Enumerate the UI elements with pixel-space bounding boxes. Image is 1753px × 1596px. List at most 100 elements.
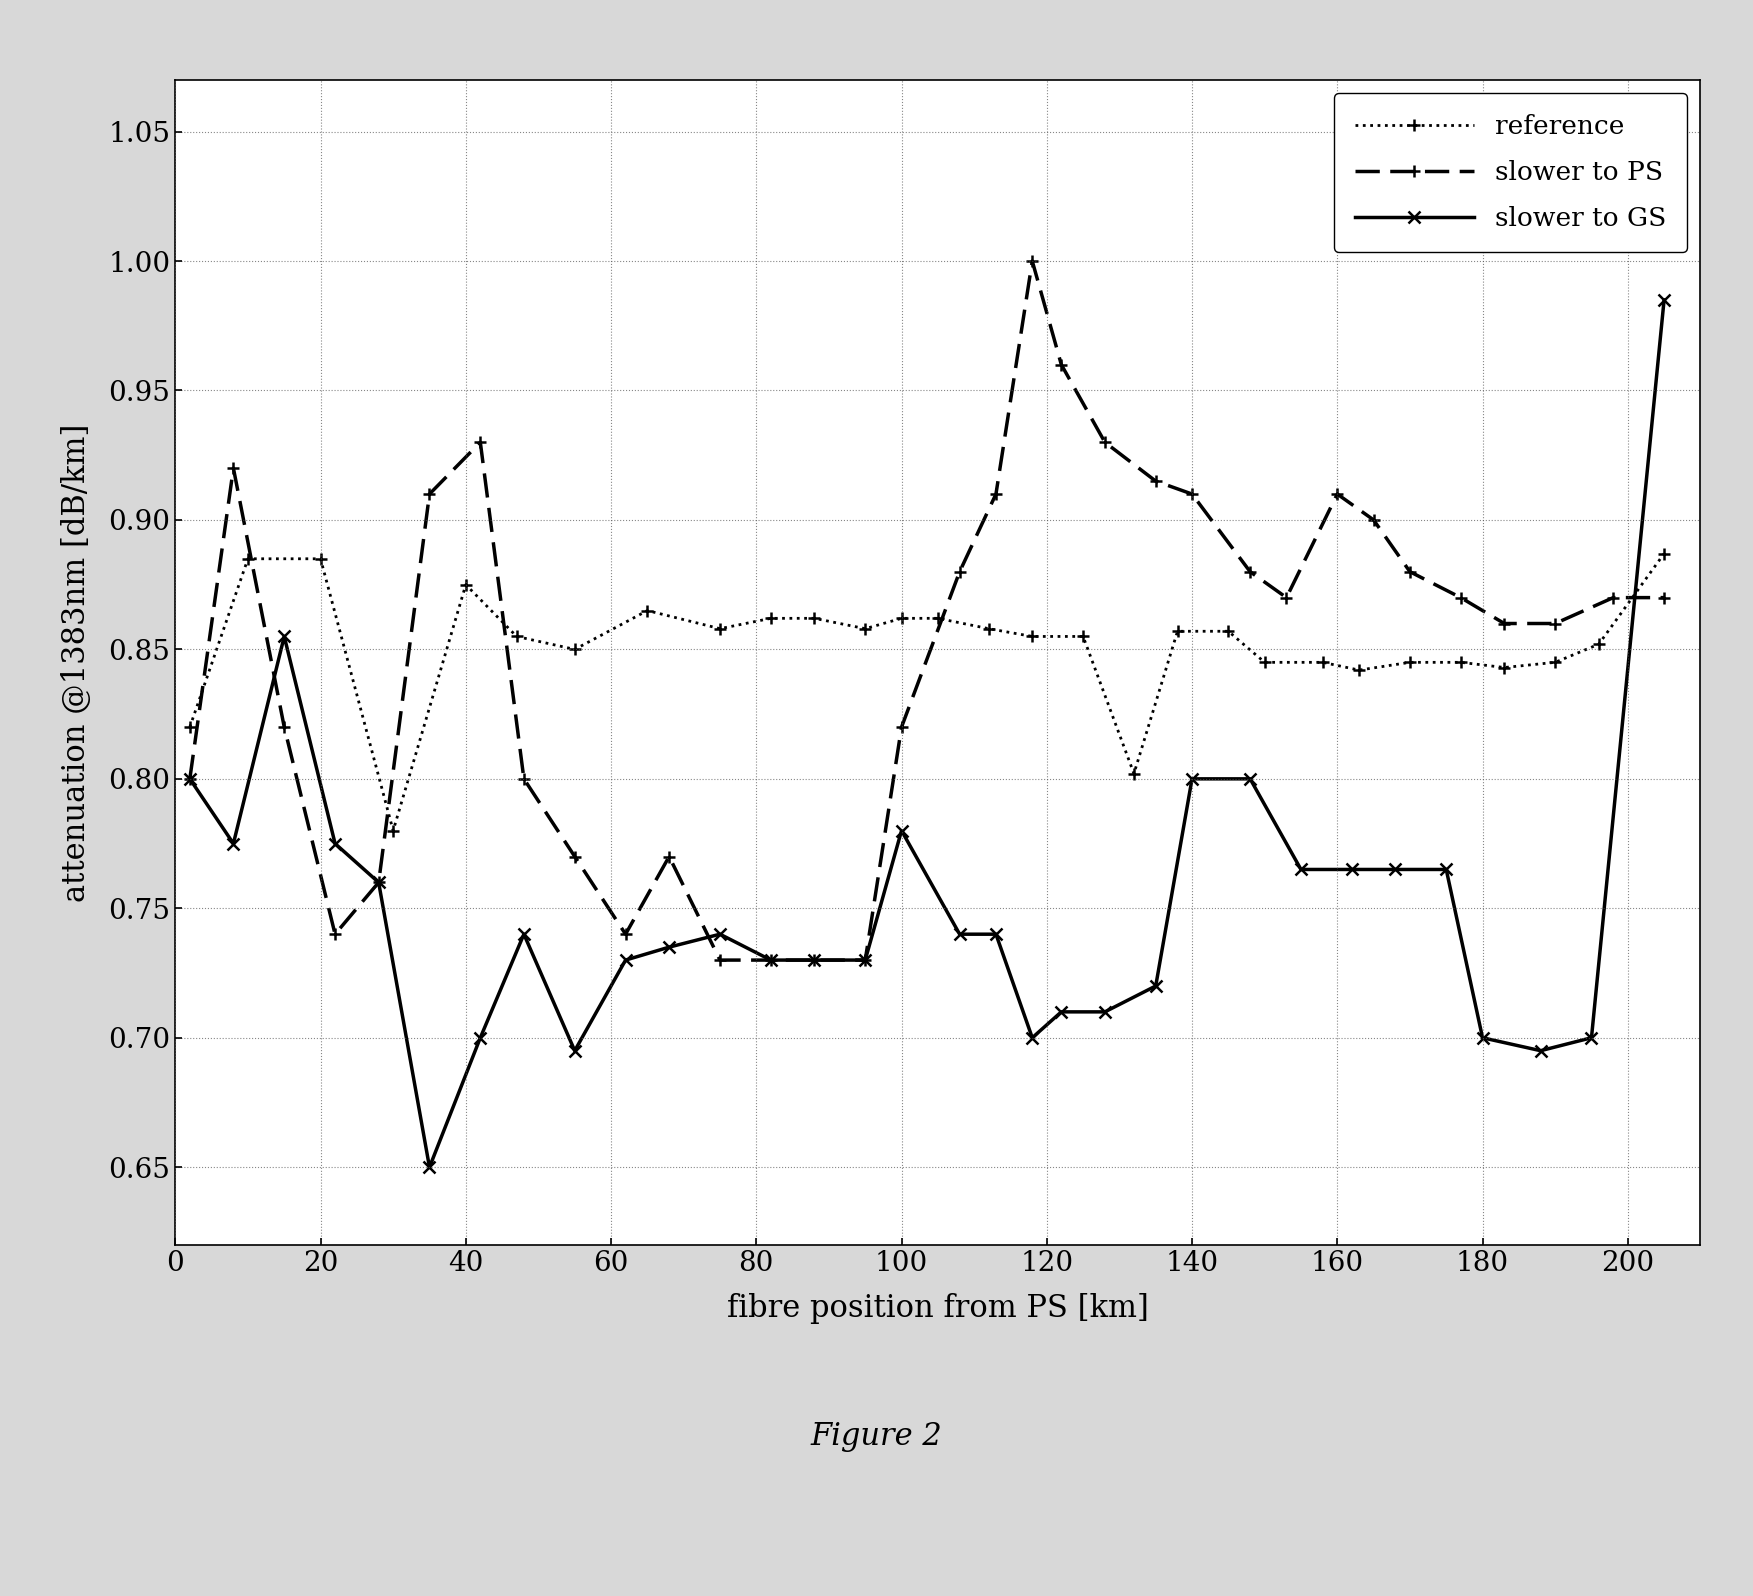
slower to PS xyxy=(273,718,295,737)
slower to GS xyxy=(1094,1002,1115,1021)
Y-axis label: attenuation @1383nm [dB/km]: attenuation @1383nm [dB/km] xyxy=(61,423,91,902)
slower to GS xyxy=(1022,1028,1043,1047)
slower to PS xyxy=(324,924,345,943)
slower to PS xyxy=(419,485,440,504)
reference xyxy=(1544,653,1565,672)
slower to PS xyxy=(1145,471,1166,490)
reference xyxy=(382,820,403,839)
slower to PS xyxy=(659,847,680,867)
reference xyxy=(1167,622,1189,642)
reference xyxy=(237,549,258,568)
reference xyxy=(1399,653,1420,672)
reference xyxy=(855,619,876,638)
slower to PS xyxy=(948,562,969,581)
slower to PS xyxy=(1544,614,1565,634)
slower to PS xyxy=(514,769,535,788)
slower to GS xyxy=(179,769,200,788)
slower to GS xyxy=(419,1157,440,1176)
reference xyxy=(1022,627,1043,646)
reference xyxy=(1348,661,1369,680)
slower to PS xyxy=(1364,511,1385,530)
slower to PS xyxy=(1022,252,1043,271)
slower to GS xyxy=(1182,769,1203,788)
slower to PS xyxy=(1494,614,1515,634)
slower to GS xyxy=(1530,1041,1551,1060)
reference xyxy=(507,627,528,646)
reference xyxy=(179,718,200,737)
slower to PS xyxy=(615,924,636,943)
slower to GS xyxy=(1145,977,1166,996)
slower to PS xyxy=(1050,354,1071,373)
slower to GS xyxy=(1239,769,1260,788)
slower to GS xyxy=(659,937,680,956)
reference xyxy=(891,608,912,627)
slower to PS xyxy=(1399,562,1420,581)
reference xyxy=(805,608,826,627)
slower to PS xyxy=(985,485,1006,504)
reference xyxy=(310,549,331,568)
X-axis label: fibre position from PS [km]: fibre position from PS [km] xyxy=(727,1293,1148,1325)
Text: Figure 2: Figure 2 xyxy=(810,1420,943,1452)
slower to GS xyxy=(1290,860,1311,879)
slower to PS xyxy=(1327,485,1348,504)
reference xyxy=(1073,627,1094,646)
reference xyxy=(456,575,477,594)
slower to GS xyxy=(1653,290,1674,310)
reference xyxy=(1653,544,1674,563)
slower to GS xyxy=(514,924,535,943)
slower to PS xyxy=(1182,485,1203,504)
slower to PS xyxy=(891,718,912,737)
slower to GS xyxy=(761,951,782,970)
slower to PS xyxy=(1276,587,1297,606)
slower to GS xyxy=(985,924,1006,943)
slower to GS xyxy=(1581,1028,1602,1047)
slower to GS xyxy=(1050,1002,1071,1021)
Line: slower to PS: slower to PS xyxy=(184,255,1671,966)
slower to PS xyxy=(1450,587,1471,606)
slower to GS xyxy=(368,873,389,892)
slower to GS xyxy=(1436,860,1457,879)
slower to PS xyxy=(564,847,586,867)
reference xyxy=(1588,635,1609,654)
Line: reference: reference xyxy=(184,547,1671,836)
slower to GS xyxy=(324,835,345,854)
slower to GS xyxy=(223,835,244,854)
reference xyxy=(1253,653,1274,672)
reference xyxy=(1313,653,1334,672)
reference xyxy=(636,602,657,621)
reference xyxy=(1124,764,1145,784)
slower to PS xyxy=(1094,433,1115,452)
reference xyxy=(761,608,782,627)
slower to GS xyxy=(564,1041,586,1060)
slower to GS xyxy=(1341,860,1362,879)
reference xyxy=(978,619,999,638)
reference xyxy=(1218,622,1239,642)
slower to PS xyxy=(710,951,731,970)
reference xyxy=(1450,653,1471,672)
slower to GS xyxy=(273,627,295,646)
slower to GS xyxy=(470,1028,491,1047)
slower to PS xyxy=(223,458,244,477)
slower to PS xyxy=(761,951,782,970)
slower to GS xyxy=(855,951,876,970)
slower to PS xyxy=(1602,587,1623,606)
slower to GS xyxy=(1385,860,1406,879)
slower to GS xyxy=(615,951,636,970)
reference xyxy=(1494,658,1515,677)
slower to GS xyxy=(805,951,826,970)
slower to PS xyxy=(855,951,876,970)
slower to PS xyxy=(470,433,491,452)
slower to GS xyxy=(1473,1028,1494,1047)
slower to PS xyxy=(805,951,826,970)
slower to PS xyxy=(1653,587,1674,606)
reference xyxy=(927,608,948,627)
slower to GS xyxy=(710,924,731,943)
slower to GS xyxy=(948,924,969,943)
reference xyxy=(564,640,586,659)
Line: slower to GS: slower to GS xyxy=(184,294,1671,1173)
Legend: reference, slower to PS, slower to GS: reference, slower to PS, slower to GS xyxy=(1334,93,1686,252)
slower to PS xyxy=(1239,562,1260,581)
reference xyxy=(710,619,731,638)
slower to PS xyxy=(368,873,389,892)
slower to PS xyxy=(179,769,200,788)
